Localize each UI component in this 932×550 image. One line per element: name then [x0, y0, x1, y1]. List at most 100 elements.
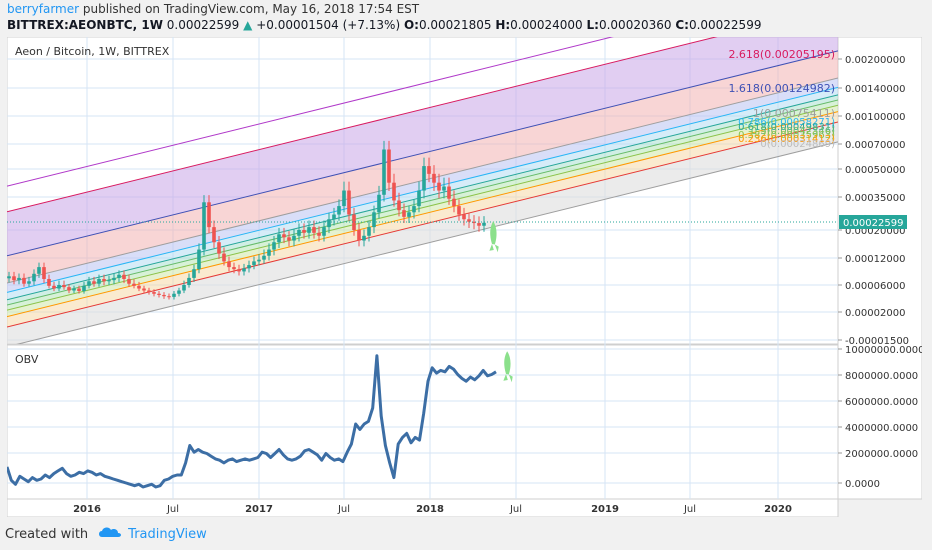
candle-body: [112, 277, 116, 281]
time-tick-label: Jul: [166, 504, 179, 515]
fib-level-line: [7, 37, 718, 213]
candle-body: [362, 235, 366, 241]
fib-zone: [7, 122, 838, 344]
rocket-icon: [489, 221, 499, 253]
price-tick-labels: 0.00200000 0.00140000 0.00100000 0.00070000…: [845, 55, 909, 347]
candle-body: [47, 278, 51, 286]
candle-body: [197, 249, 201, 270]
tradingview-cloud-icon: [98, 526, 122, 542]
obv-tick-label: 10000000.0000: [845, 345, 922, 356]
obv-tick-label: 8000000.0000: [845, 371, 918, 382]
candle-body: [82, 285, 86, 292]
time-tick-label: 2018: [416, 504, 444, 515]
fib-zone: [7, 100, 838, 311]
candle-body: [122, 274, 126, 279]
candle-body: [17, 277, 21, 281]
candle-body: [307, 227, 311, 233]
candle-body: [302, 230, 306, 233]
change-arrow-icon: ▲: [243, 18, 253, 32]
candle-body: [392, 182, 396, 201]
candle-body: [162, 294, 166, 297]
candle-body: [427, 166, 431, 174]
main-chart-title: Aeon / Bitcoin, 1W, BITTREX: [15, 45, 170, 58]
candle-body: [422, 166, 426, 191]
price-tick-label: 0.00140000: [845, 84, 905, 95]
candle-body: [482, 222, 486, 226]
candle-body: [282, 234, 286, 238]
time-tick-label: 2016: [73, 504, 101, 515]
time-tick-label: Jul: [337, 504, 350, 515]
fib-level-label: 1.618(0.00124982): [728, 82, 835, 95]
candle-body: [222, 253, 226, 262]
candle-body: [57, 285, 61, 289]
candle-body: [107, 280, 111, 282]
candle-body: [472, 221, 476, 224]
candle-body: [357, 230, 361, 241]
time-tick-labels: 2016 Jul 2017 Jul 2018 Jul 2019 Jul 2020: [73, 504, 792, 515]
time-tick-label: 2019: [591, 504, 619, 515]
fib-zone: [7, 94, 838, 305]
price-tick-label: 0.00100000: [845, 112, 905, 123]
obv-tick-label: 0.0000: [845, 479, 880, 490]
candle-body: [332, 214, 336, 220]
candle-body: [412, 206, 416, 213]
price-tick-label: 0.00200000: [845, 55, 905, 66]
fib-level-line: [7, 104, 838, 311]
fib-level-label: 1(0.00075411): [753, 107, 835, 120]
candle-body: [407, 212, 411, 217]
candle-body: [7, 276, 11, 279]
candle-body: [77, 288, 81, 292]
low-value: 0.00020360: [598, 18, 672, 32]
fib-zone: [7, 87, 838, 300]
fib-level-label: 0.236(0.00031412): [738, 134, 835, 145]
candle-body: [437, 182, 441, 191]
candle-body: [382, 149, 386, 195]
time-tick-label: 2017: [245, 504, 273, 515]
price-tick-label: 0.00035000: [845, 193, 905, 204]
price-tick-label: 0.00070000: [845, 140, 905, 151]
candle-body: [207, 202, 211, 228]
candle-body: [347, 190, 351, 215]
candle-body: [92, 281, 96, 284]
candle-body: [457, 206, 461, 215]
tradingview-link[interactable]: TradingView: [128, 526, 207, 542]
candle-body: [442, 186, 446, 191]
candle-body: [67, 287, 71, 291]
candle-body: [157, 293, 161, 295]
price-tick-label: 0.00006000: [845, 281, 905, 292]
author-link[interactable]: berryfarmer: [7, 2, 80, 16]
chart-svg[interactable]: 2.618(0.00205195) 1.618(0.00124982) 1(0.00…: [6, 36, 925, 518]
candle-body: [317, 232, 321, 236]
candle-body: [137, 285, 141, 289]
fib-level-label: 2.618(0.00205195): [728, 48, 835, 61]
time-tick-label: Jul: [509, 504, 522, 515]
published-text: published on TradingView.com, May 16, 20…: [82, 2, 420, 16]
price-tick-label: 0.00050000: [845, 165, 905, 176]
fib-level-line: [7, 99, 838, 306]
time-tick-label: Jul: [683, 504, 696, 515]
candle-body: [152, 292, 156, 294]
fib-level-label: 0.5(0.00042346): [751, 126, 835, 137]
candle-body: [327, 219, 331, 228]
price-scale[interactable]: [837, 36, 923, 500]
candle-body: [87, 281, 91, 286]
candle-body: [97, 278, 101, 284]
candle-body: [322, 227, 326, 236]
fib-level-label: 0(0.00024869): [760, 139, 835, 150]
symbol-name: BITTREX:AEONBTC, 1W: [7, 18, 163, 32]
candle-body: [62, 285, 66, 288]
candle-body: [227, 261, 231, 268]
candle-body: [212, 227, 216, 243]
candle-body: [247, 265, 251, 269]
candle-body: [147, 290, 151, 293]
candle-body: [32, 273, 36, 282]
fib-zone: [7, 37, 838, 256]
candle-body: [252, 261, 256, 266]
candle-body: [387, 149, 391, 183]
candle-body: [417, 190, 421, 207]
candle-body: [272, 242, 276, 250]
fib-level-line: [16, 141, 838, 344]
chart-container[interactable]: 2.618(0.00205195) 1.618(0.00124982) 1(0.00…: [6, 36, 925, 518]
candle-body: [262, 255, 266, 260]
candle-body: [297, 230, 301, 236]
